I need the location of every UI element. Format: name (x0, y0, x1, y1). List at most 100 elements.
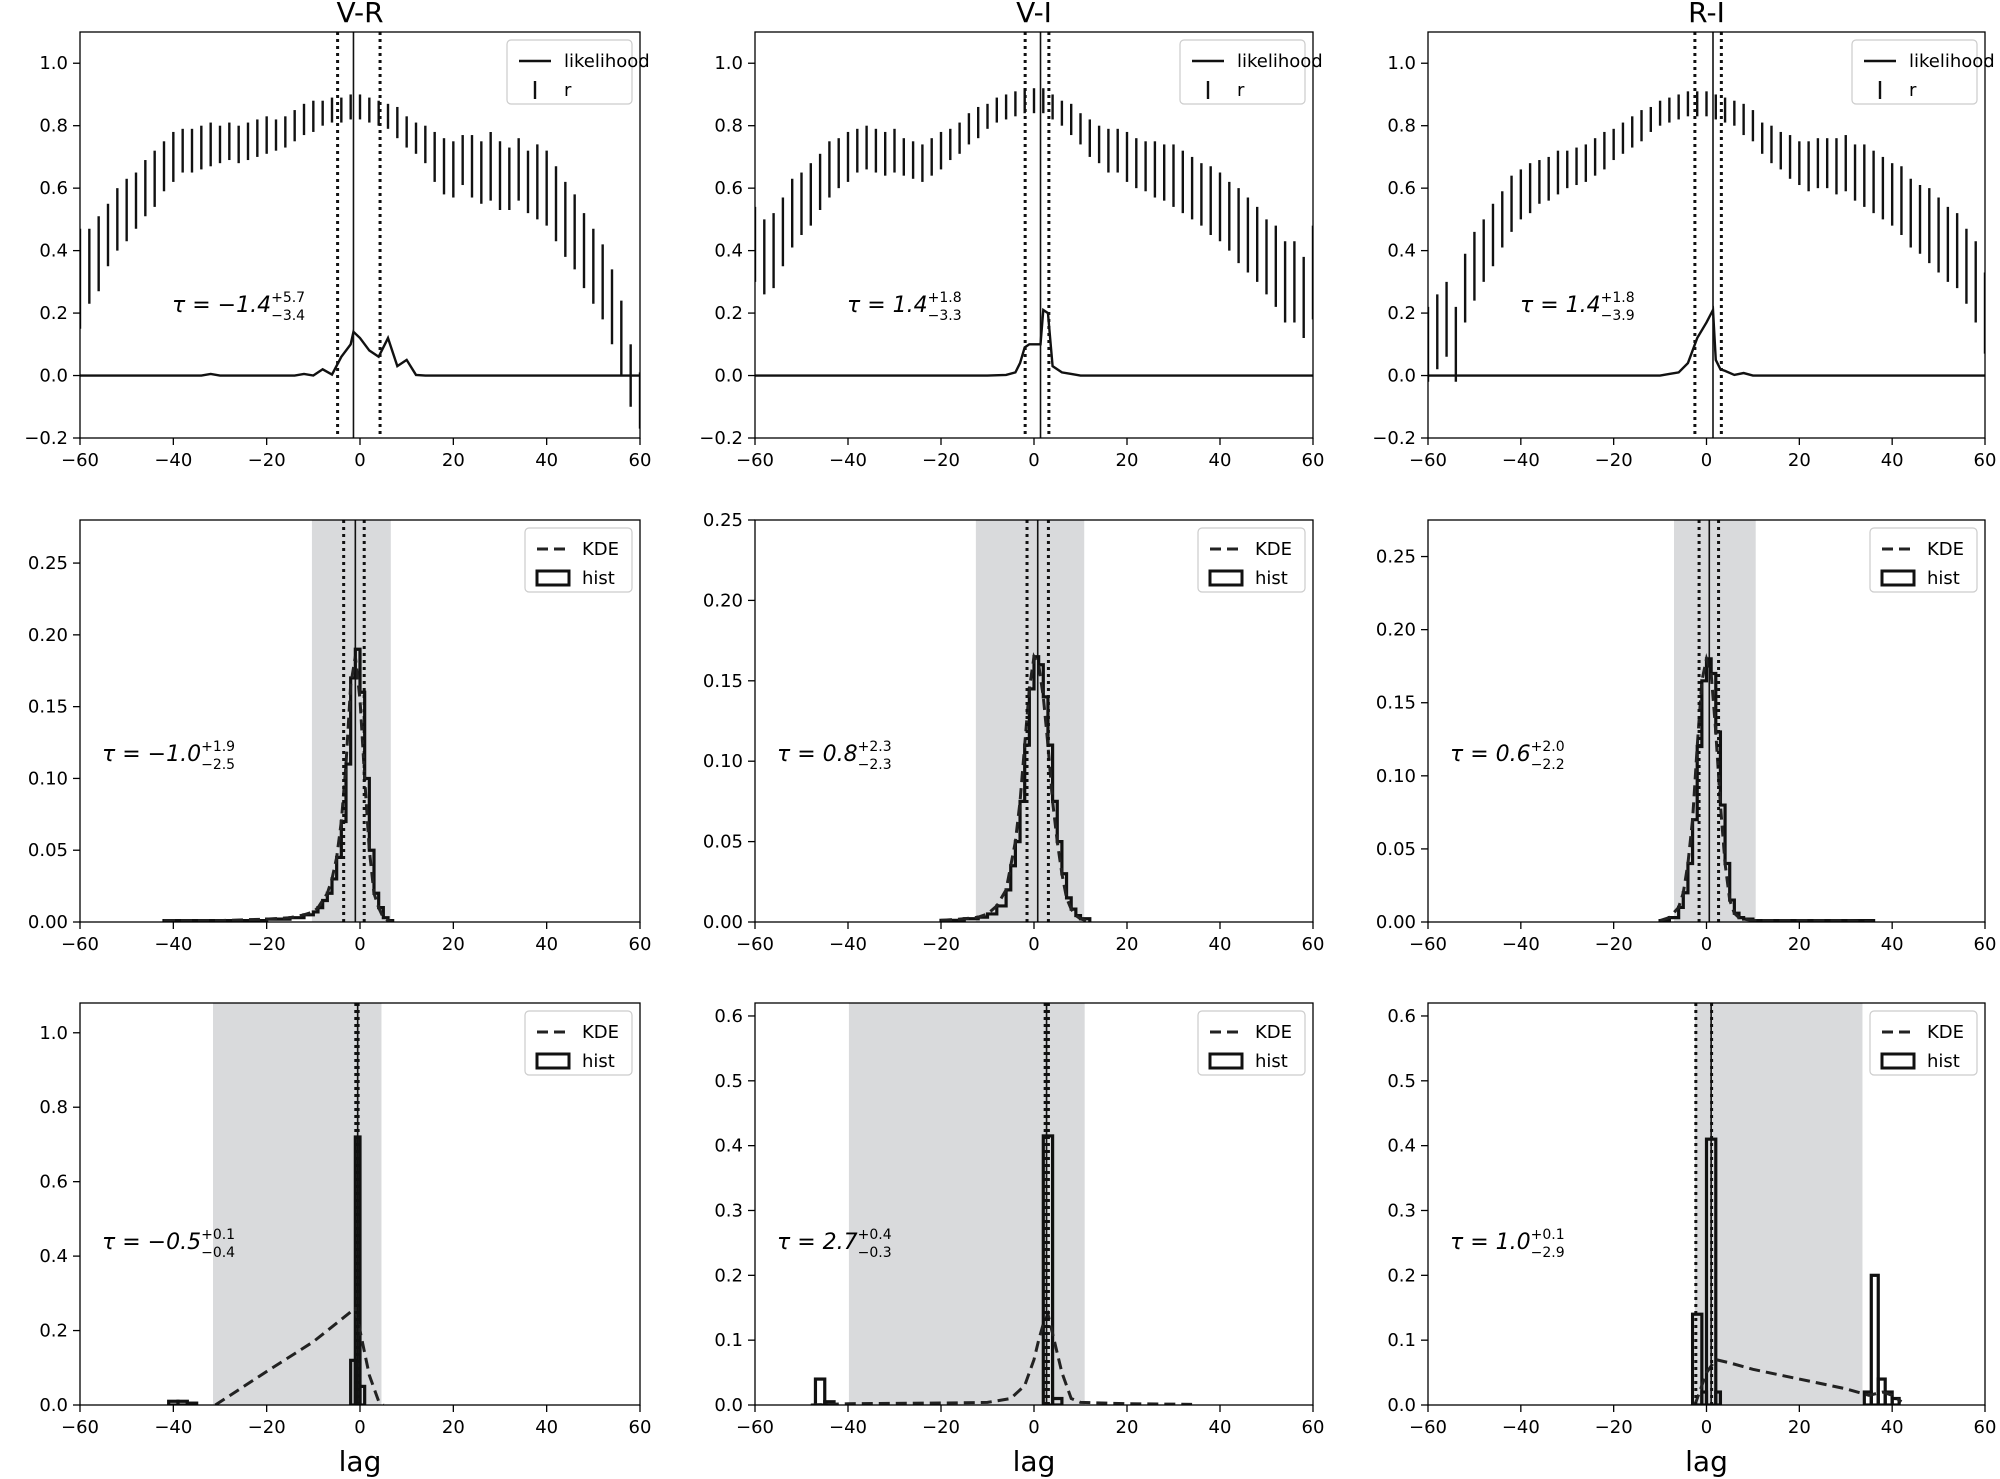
x-tick-label: 20 (1788, 934, 1811, 955)
panel-title: R-I (1688, 0, 1725, 29)
x-tick-label: 40 (1881, 450, 1904, 471)
legend-swatch-hist (1208, 569, 1244, 587)
series-KDE (164, 656, 394, 922)
legend-box (1851, 39, 1978, 105)
legend-label-hist: hist (1927, 1051, 1960, 1072)
legend-swatch-hist (535, 1052, 571, 1070)
y-tick-label: 0.25 (703, 510, 743, 531)
legend-label-hist: hist (582, 1051, 615, 1072)
x-tick-label: −60 (1409, 1417, 1447, 1438)
legend-swatch-hist (1880, 569, 1916, 587)
x-tick-label: 20 (442, 1417, 465, 1438)
x-tick-label: −40 (154, 934, 192, 955)
annotation-sub: −0.3 (858, 1245, 892, 1261)
y-tick-label: 0.8 (1387, 116, 1416, 137)
plot-area-vi_mid (939, 520, 1092, 922)
plot-area-vr_bot (167, 1003, 385, 1405)
series-r (755, 88, 1313, 339)
x-tick-label: 20 (1116, 450, 1139, 471)
series-hist (939, 655, 1092, 922)
panel-ri_ccf: −60 −40 −20 0 20 40 60 −0.2 0.0 0.2 0.4 0.6 0.8 1.0 R-… (1372, 0, 1996, 471)
plot-area-vi_ccf (755, 32, 1313, 438)
panel-title: V-R (336, 0, 383, 29)
legend: KDE hist (1197, 527, 1306, 593)
x-tick-label: 40 (1209, 934, 1232, 955)
y-tick-label: 0.8 (39, 1097, 68, 1118)
y-tick-label: 0.3 (714, 1200, 743, 1221)
series-KDE (1659, 653, 1874, 922)
y-tick-label: 1.0 (1387, 53, 1416, 74)
annotation-base: τ = 2.7 (777, 1230, 858, 1255)
legend-box (1179, 39, 1306, 105)
y-tick-label: 0.0 (714, 1395, 743, 1416)
y-tick-label: 0.0 (1387, 1395, 1416, 1416)
panel-vi_ccf: −60 −40 −20 0 20 40 60 −0.2 0.0 0.2 0.4 0.6 0.8 1.0 V-… (699, 0, 1324, 471)
x-tick-label: 40 (1881, 1417, 1904, 1438)
y-tick-label: 0.6 (714, 178, 743, 199)
y-tick-label: 0.25 (1376, 547, 1416, 568)
y-tick-label: 0.6 (714, 1006, 743, 1027)
annotation-sub: −3.9 (1601, 308, 1635, 324)
y-tick-label: 0.2 (39, 303, 68, 324)
y-tick-label: 0.2 (39, 1321, 68, 1342)
x-tick-label: 60 (1302, 450, 1325, 471)
annotation-sub: −3.3 (928, 308, 962, 324)
annotation-base: τ = 1.0 (1450, 1230, 1531, 1255)
lag-annotation: τ = 0.6+2.0 −2.2 (1450, 739, 1565, 773)
lag-annotation: τ = −1.4+5.7 −3.4 (172, 290, 305, 324)
plot-area-vi_bot (810, 1003, 1193, 1405)
x-tick-label: 0 (1028, 934, 1039, 955)
y-tick-label: −0.2 (24, 428, 68, 449)
x-tick-label: 40 (535, 934, 558, 955)
plot-area-vr_ccf (80, 32, 640, 438)
annotation-sup: +0.4 (858, 1227, 892, 1243)
x-tick-label: 60 (629, 450, 652, 471)
annotation-sup: +0.1 (1531, 1227, 1565, 1243)
lag-annotation: τ = 0.8+2.3 −2.3 (777, 739, 892, 773)
x-tick-label: 0 (1701, 934, 1712, 955)
x-tick-label: 0 (1028, 450, 1039, 471)
y-tick-label: 0.20 (703, 590, 743, 611)
x-tick-label: −40 (829, 1417, 867, 1438)
annotation-sup: +2.3 (858, 739, 892, 755)
y-tick-label: 0.4 (714, 241, 743, 262)
legend-label-hist: hist (582, 568, 615, 589)
y-tick-label: 0.8 (714, 116, 743, 137)
y-tick-label: 0.20 (1376, 620, 1416, 641)
y-tick-label: 0.2 (714, 303, 743, 324)
y-tick-label: 0.10 (703, 751, 743, 772)
annotation-sub: −2.5 (201, 757, 235, 773)
x-tick-label: −40 (154, 450, 192, 471)
annotation-sub: −2.2 (1531, 757, 1565, 773)
legend-label-kde: KDE (1255, 539, 1292, 560)
x-tick-label: 0 (1701, 450, 1712, 471)
x-tick-label: −60 (736, 450, 774, 471)
plot-area-ri_bot (1690, 1003, 1903, 1405)
hist-bar (1869, 1273, 1880, 1405)
annotation-base: τ = −1.4 (172, 293, 271, 318)
y-tick-label: 0.1 (714, 1330, 743, 1351)
legend-label-kde: KDE (582, 539, 619, 560)
y-tick-label: 0.2 (714, 1265, 743, 1286)
legend-label-kde: KDE (582, 1022, 619, 1043)
y-tick-label: −0.2 (699, 428, 743, 449)
lag-annotation: τ = −0.5+0.1 −0.4 (102, 1227, 235, 1261)
legend-label-likelihood: likelihood (1909, 51, 1995, 72)
annotation-sup: +1.8 (1601, 290, 1635, 306)
x-tick-label: 60 (1974, 1417, 1997, 1438)
legend: KDE hist (1197, 1010, 1306, 1076)
x-tick-label: 0 (1028, 1417, 1039, 1438)
y-tick-label: 0.6 (39, 178, 68, 199)
x-tick-label: −60 (1409, 450, 1447, 471)
y-tick-label: 0.5 (1387, 1071, 1416, 1092)
x-tick-label: 0 (354, 450, 365, 471)
legend-swatch-hist (535, 569, 571, 587)
y-tick-label: 0.0 (1387, 366, 1416, 387)
y-tick-label: 0.05 (28, 840, 68, 861)
x-tick-label: −20 (248, 934, 286, 955)
x-tick-label: −40 (1502, 1417, 1540, 1438)
y-tick-label: 0.4 (1387, 1136, 1416, 1157)
x-tick-label: −20 (248, 1417, 286, 1438)
hist-bar (185, 1401, 199, 1405)
